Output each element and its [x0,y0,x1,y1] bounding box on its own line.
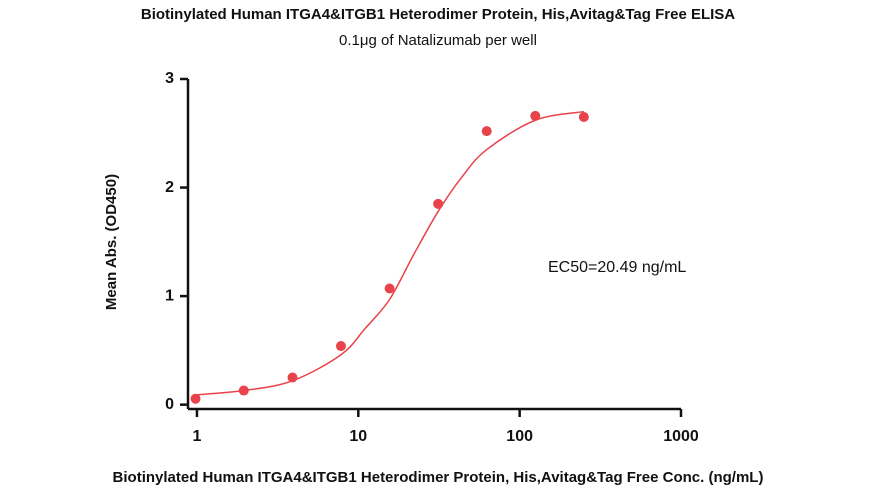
y-tick-label: 0 [165,396,174,413]
y-axis-label: Mean Abs. (OD450) [103,174,120,310]
x-axis-label: Biotinylated Human ITGA4&ITGB1 Heterodim… [113,469,764,486]
y-tick-label: 1 [165,287,174,304]
data-point [384,283,395,294]
x-tick-label: 1000 [663,428,699,445]
chart-subtitle: 0.1μg of Natalizumab per well [339,32,537,49]
data-point [335,341,346,352]
y-tick-label: 2 [165,179,174,196]
fit-curve [195,110,584,396]
annotation: EC50=20.49 ng/mL [548,259,686,276]
x-tick-label: 100 [506,428,533,445]
x-tick-label: 1 [193,428,202,445]
data-point [530,110,541,121]
data-point [287,372,298,383]
data-point [238,385,249,396]
data-point [433,198,444,209]
data-point [190,393,201,404]
y-tick-label: 3 [165,70,174,87]
data-point [578,111,589,122]
chart-title: Biotinylated Human ITGA4&ITGB1 Heterodim… [141,6,735,23]
x-tick-label: 10 [349,428,367,445]
data-point [481,126,492,137]
